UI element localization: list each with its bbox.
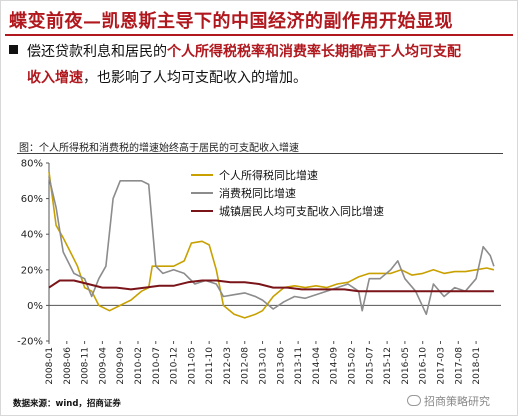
chart-title-divider bbox=[17, 153, 503, 154]
x-tick-label: 2009-04 bbox=[98, 347, 108, 385]
x-tick-label: 2016-10 bbox=[419, 347, 429, 385]
x-tick-label: 2013-06 bbox=[276, 347, 286, 385]
bullet-text-plain: 偿还贷款利息和居民的 bbox=[27, 44, 167, 60]
x-tick-label: 2010-07 bbox=[152, 347, 162, 385]
x-tick-label: 2011-10 bbox=[205, 347, 215, 385]
y-tick-label: 0% bbox=[27, 301, 43, 312]
y-tick-label: 60% bbox=[21, 194, 43, 205]
x-tick-label: 2015-07 bbox=[365, 347, 375, 385]
x-tick-label: 2008-01 bbox=[45, 347, 55, 385]
x-tick-label: 2016-05 bbox=[401, 347, 411, 385]
x-tick-label: 2014-09 bbox=[330, 347, 340, 385]
watermark: 招商策略研究 bbox=[407, 393, 490, 409]
x-tick-label: 2011-05 bbox=[187, 347, 197, 385]
bullet-line-1: 偿还贷款利息和居民的个人所得税税率和消费率长期都高于人均可支配 bbox=[27, 41, 461, 61]
chart-title: 图：个人所得税和消费税的增速始终高于居民的可支配收入增速 bbox=[19, 143, 299, 154]
wechat-icon bbox=[407, 395, 421, 406]
source-note: 数据来源：wind，招商证券 bbox=[13, 399, 121, 409]
y-tick-label: 20% bbox=[21, 265, 43, 276]
bullet-square-icon bbox=[9, 45, 18, 54]
x-tick-label: 2010-02 bbox=[134, 347, 144, 385]
watermark-text: 招商策略研究 bbox=[424, 395, 490, 408]
x-tick-label: 2015-02 bbox=[348, 347, 358, 385]
x-tick-label: 2008-11 bbox=[81, 347, 91, 385]
legend-label: 城镇居民人均可支配收入同比增速 bbox=[219, 204, 384, 218]
x-tick-label: 2018-01 bbox=[472, 347, 482, 385]
x-tick-label: 2012-08 bbox=[241, 347, 251, 385]
series-line-1 bbox=[48, 171, 495, 319]
slide-title: 蝶变前夜—凯恩斯主导下的中国经济的副作用开始显现 bbox=[9, 11, 453, 32]
y-tick-label: 80% bbox=[21, 159, 43, 170]
x-tick-label: 2013-01 bbox=[259, 347, 269, 385]
x-tick-label: 2009-09 bbox=[116, 347, 126, 385]
x-tick-label: 2017-03 bbox=[436, 347, 446, 385]
x-tick-label: 2015-12 bbox=[383, 347, 393, 385]
x-tick-label: 2008-06 bbox=[63, 347, 73, 385]
title-divider bbox=[5, 34, 513, 36]
legend-label: 个人所得税同比增速 bbox=[219, 168, 318, 182]
series-line-3 bbox=[48, 279, 494, 293]
x-tick-label: 2010-12 bbox=[170, 347, 180, 385]
bullet-line-2: 收入增速，也影响了人均可支配收入的增加。 bbox=[27, 67, 307, 87]
legend-label: 消费税同比增速 bbox=[219, 186, 296, 200]
series-line-2 bbox=[48, 177, 495, 316]
bullet-text-plain-2: ，也影响了人均可支配收入的增加。 bbox=[83, 70, 307, 86]
x-tick-label: 2013-11 bbox=[294, 347, 304, 385]
y-tick-label: -20% bbox=[17, 337, 43, 348]
bullet-text-highlight-2: 收入增速 bbox=[27, 70, 83, 86]
x-tick-label: 2014-04 bbox=[312, 347, 322, 385]
x-tick-label: 2017-08 bbox=[454, 347, 464, 385]
line-chart: 80% 60% 40% 20% 0% -20%2008-01 2008-06 2008-11 2… bbox=[17, 159, 501, 385]
bullet-text-highlight: 个人所得税税率和消费率长期都高于人均可支配 bbox=[167, 44, 461, 60]
y-tick-label: 40% bbox=[21, 230, 43, 241]
x-tick-label: 2012-03 bbox=[223, 347, 233, 385]
